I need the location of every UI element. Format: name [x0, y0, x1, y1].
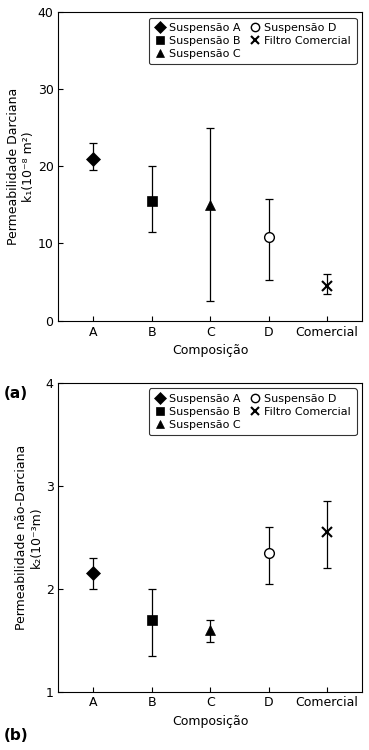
Y-axis label: Permeabilidade não-Darciana
k₂(10⁻³m): Permeabilidade não-Darciana k₂(10⁻³m) — [15, 445, 43, 630]
Y-axis label: Permeabilidade Darciana
k₁(10⁻⁸ m²): Permeabilidade Darciana k₁(10⁻⁸ m²) — [7, 88, 35, 245]
Text: (a): (a) — [4, 386, 28, 401]
Text: (b): (b) — [4, 728, 28, 742]
X-axis label: Composição: Composição — [172, 344, 248, 357]
Legend: Suspensão A, Suspensão B, Suspensão C, Suspensão D, Filtro Comercial, : Suspensão A, Suspensão B, Suspensão C, S… — [149, 17, 356, 64]
X-axis label: Composição: Composição — [172, 715, 248, 728]
Legend: Suspensão A, Suspensão B, Suspensão C, Suspensão D, Filtro Comercial, : Suspensão A, Suspensão B, Suspensão C, S… — [149, 388, 356, 435]
